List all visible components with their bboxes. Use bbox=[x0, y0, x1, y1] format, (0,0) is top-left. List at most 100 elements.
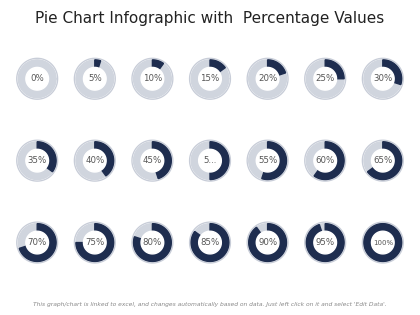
Text: 35%: 35% bbox=[28, 156, 47, 165]
Polygon shape bbox=[133, 60, 171, 98]
Text: 60%: 60% bbox=[315, 156, 335, 165]
Polygon shape bbox=[314, 149, 336, 172]
Polygon shape bbox=[210, 142, 229, 180]
Polygon shape bbox=[362, 58, 403, 99]
Text: 85%: 85% bbox=[200, 238, 220, 247]
Polygon shape bbox=[18, 142, 56, 180]
Polygon shape bbox=[18, 141, 56, 180]
Polygon shape bbox=[256, 67, 279, 90]
Polygon shape bbox=[306, 60, 344, 98]
Text: 0%: 0% bbox=[30, 74, 44, 83]
Polygon shape bbox=[18, 223, 56, 262]
Polygon shape bbox=[74, 222, 115, 263]
Polygon shape bbox=[17, 140, 58, 181]
Polygon shape bbox=[26, 149, 49, 172]
Text: 45%: 45% bbox=[143, 156, 162, 165]
Polygon shape bbox=[191, 223, 229, 262]
Polygon shape bbox=[134, 60, 171, 98]
Polygon shape bbox=[256, 231, 279, 254]
Polygon shape bbox=[364, 141, 402, 180]
Text: 30%: 30% bbox=[373, 74, 392, 83]
Polygon shape bbox=[132, 222, 173, 263]
Polygon shape bbox=[247, 140, 288, 181]
Polygon shape bbox=[18, 224, 56, 261]
Polygon shape bbox=[306, 224, 344, 261]
Polygon shape bbox=[84, 149, 106, 172]
Polygon shape bbox=[247, 58, 288, 99]
Polygon shape bbox=[249, 141, 287, 180]
Text: 90%: 90% bbox=[258, 238, 277, 247]
Polygon shape bbox=[84, 231, 106, 254]
Polygon shape bbox=[134, 224, 171, 261]
Polygon shape bbox=[18, 60, 56, 98]
Polygon shape bbox=[314, 142, 344, 180]
Text: Pie Chart Infographic with  Percentage Values: Pie Chart Infographic with Percentage Va… bbox=[35, 11, 385, 26]
Polygon shape bbox=[256, 149, 279, 172]
Polygon shape bbox=[191, 142, 229, 180]
Polygon shape bbox=[262, 142, 286, 180]
Polygon shape bbox=[134, 142, 171, 180]
Polygon shape bbox=[383, 60, 402, 85]
Polygon shape bbox=[249, 142, 286, 180]
Polygon shape bbox=[76, 224, 114, 261]
Polygon shape bbox=[364, 224, 402, 261]
Polygon shape bbox=[74, 140, 115, 181]
Polygon shape bbox=[17, 58, 58, 99]
Polygon shape bbox=[364, 60, 402, 98]
Polygon shape bbox=[141, 67, 164, 90]
Polygon shape bbox=[17, 222, 58, 263]
Polygon shape bbox=[76, 60, 114, 98]
Polygon shape bbox=[364, 223, 402, 262]
Polygon shape bbox=[268, 60, 286, 75]
Polygon shape bbox=[362, 140, 403, 181]
Polygon shape bbox=[74, 58, 115, 99]
Polygon shape bbox=[306, 224, 344, 261]
Polygon shape bbox=[199, 231, 221, 254]
Polygon shape bbox=[191, 60, 229, 98]
Polygon shape bbox=[132, 140, 173, 181]
Polygon shape bbox=[247, 222, 288, 263]
Polygon shape bbox=[152, 142, 171, 179]
Polygon shape bbox=[371, 149, 394, 172]
Polygon shape bbox=[134, 224, 171, 261]
Polygon shape bbox=[189, 58, 231, 99]
Polygon shape bbox=[306, 223, 344, 262]
Polygon shape bbox=[306, 141, 344, 180]
Polygon shape bbox=[249, 223, 287, 262]
Polygon shape bbox=[368, 142, 402, 180]
Polygon shape bbox=[26, 67, 49, 90]
Text: 75%: 75% bbox=[85, 238, 105, 247]
Polygon shape bbox=[191, 224, 229, 261]
Polygon shape bbox=[76, 141, 114, 180]
Polygon shape bbox=[325, 60, 344, 79]
Polygon shape bbox=[199, 149, 221, 172]
Text: 25%: 25% bbox=[315, 74, 335, 83]
Text: This graph/chart is linked to excel, and changes automatically based on data. Ju: This graph/chart is linked to excel, and… bbox=[33, 302, 387, 307]
Text: 80%: 80% bbox=[143, 238, 162, 247]
Text: 20%: 20% bbox=[258, 74, 277, 83]
Polygon shape bbox=[305, 140, 346, 181]
Polygon shape bbox=[314, 231, 336, 254]
Text: 55%: 55% bbox=[258, 156, 277, 165]
Polygon shape bbox=[305, 58, 346, 99]
Polygon shape bbox=[95, 60, 101, 68]
Polygon shape bbox=[191, 60, 229, 98]
Polygon shape bbox=[199, 67, 221, 90]
Polygon shape bbox=[306, 60, 344, 98]
Polygon shape bbox=[371, 231, 394, 254]
Polygon shape bbox=[76, 224, 114, 261]
Polygon shape bbox=[189, 140, 231, 181]
Polygon shape bbox=[95, 142, 114, 176]
Text: 15%: 15% bbox=[200, 74, 220, 83]
Polygon shape bbox=[305, 222, 346, 263]
Polygon shape bbox=[249, 60, 287, 98]
Polygon shape bbox=[364, 224, 402, 261]
Text: 70%: 70% bbox=[28, 238, 47, 247]
Polygon shape bbox=[133, 141, 171, 180]
Polygon shape bbox=[306, 142, 344, 180]
Polygon shape bbox=[314, 67, 336, 90]
Polygon shape bbox=[189, 222, 231, 263]
Polygon shape bbox=[371, 67, 394, 90]
Polygon shape bbox=[76, 223, 114, 262]
Polygon shape bbox=[19, 224, 56, 261]
